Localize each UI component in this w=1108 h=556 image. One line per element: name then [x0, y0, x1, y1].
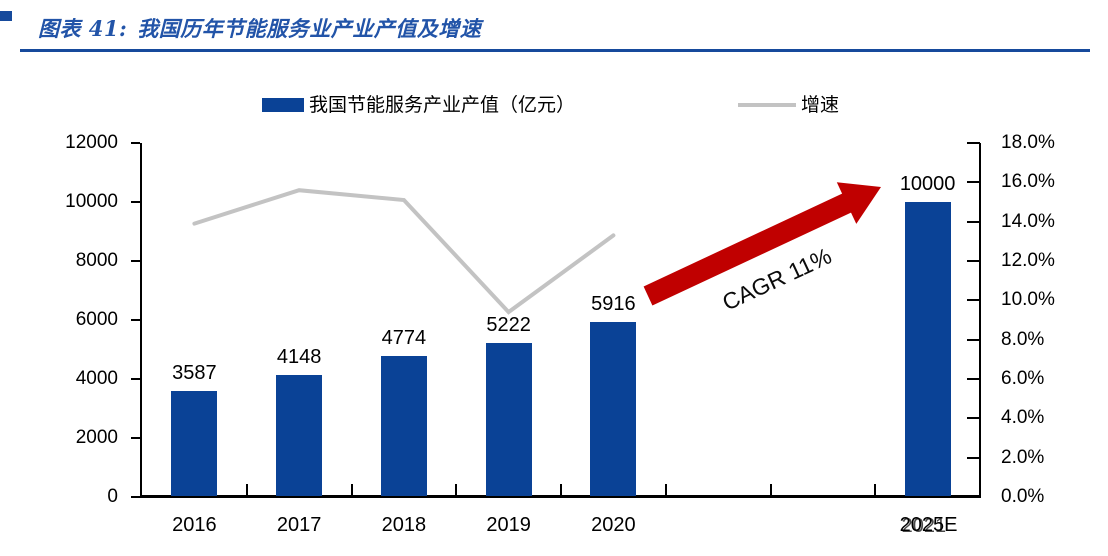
y-right-tick: [967, 142, 980, 144]
x-axis-tick: [874, 484, 877, 496]
x-label-2017: 2017: [276, 514, 322, 536]
corner-mark: [0, 11, 12, 21]
x-label-2020: 2020: [591, 514, 636, 536]
legend-line-label: 增速: [801, 95, 840, 116]
x-axis-tick: [350, 484, 353, 496]
y-left-label: 0: [107, 486, 118, 507]
x-label-2018: 2018: [381, 514, 427, 536]
y-left-label: 8000: [75, 250, 118, 271]
bar-value-label-2016: 3587: [172, 362, 217, 385]
bar-2017: [276, 374, 323, 496]
x-label-2016: 2016: [172, 514, 217, 536]
y-right-label: 0.0%: [1001, 486, 1045, 507]
y-left-label: 12000: [65, 132, 118, 153]
y-right-tick: [967, 260, 980, 262]
y-left-label: 2000: [75, 427, 118, 448]
x-axis-tick: [769, 484, 772, 496]
y-right-tick: [967, 378, 980, 380]
bar-value-label-2025E: 10000: [899, 173, 956, 195]
y-right-label: 18.0%: [1001, 132, 1055, 153]
legend-line-swatch-icon: [738, 103, 796, 107]
y-left-tick: [131, 378, 140, 380]
y-right-label: 10.0%: [1001, 289, 1055, 311]
x-axis-tick: [560, 484, 562, 496]
y-right-label: 12.0%: [1001, 250, 1055, 271]
growth-rate-line: [192, 188, 616, 315]
y-left-tick: [131, 496, 140, 498]
chart-legend: 我国节能服务产业产值（亿元） 增速: [0, 90, 1108, 118]
bar-2019: [485, 342, 532, 496]
y-right-tick: [967, 181, 980, 184]
y-right-tick: [967, 417, 980, 420]
y-right-tick: [967, 220, 980, 223]
y-left-tick: [131, 201, 140, 203]
y-right-tick: [967, 338, 980, 341]
bar-2016: [171, 391, 218, 496]
y-axis-right: [979, 143, 981, 497]
y-right-tick: [967, 496, 980, 498]
cagr-annotation: CAGR 11%: [718, 242, 836, 316]
y-right-label: 4.0%: [1001, 407, 1045, 429]
legend-bar-label: 我国节能服务产业产值（亿元）: [309, 95, 576, 116]
y-left-tick: [131, 260, 140, 262]
y-right-label: 2.0%: [1001, 446, 1045, 468]
y-left-label: 10000: [65, 191, 118, 212]
x-axis: [140, 495, 981, 498]
y-axis-left: [140, 143, 142, 497]
y-right-label: 6.0%: [1001, 368, 1045, 389]
y-left-tick: [131, 319, 140, 321]
x-axis-tick: [664, 484, 667, 496]
y-right-tick: [967, 456, 980, 459]
x-label-main: 2025E: [899, 514, 958, 536]
bar-2025E: [904, 202, 951, 496]
y-left-tick: [131, 437, 140, 439]
y-left-label: 6000: [75, 309, 118, 330]
bar-2018: [380, 356, 427, 496]
bar-value-label-2020: 5916: [591, 293, 636, 316]
figure-title-text: 我国历年节能服务业产业产值及增速: [137, 16, 482, 41]
title-divider: [20, 49, 1090, 52]
y-left-tick: [131, 142, 140, 144]
figure-title: 图表 41: 我国历年节能服务业产业产值及增速: [38, 13, 481, 43]
bar-value-label-2019: 5222: [486, 313, 531, 336]
y-left-label: 4000: [75, 368, 118, 389]
y-right-label: 14.0%: [1001, 210, 1055, 232]
y-right-tick: [967, 299, 980, 302]
bar-value-label-2017: 4148: [276, 345, 322, 368]
bar-2020: [590, 322, 637, 496]
x-axis-tick: [455, 484, 458, 496]
x-label-2019: 2019: [486, 514, 531, 536]
bar-value-label-2018: 4774: [381, 327, 427, 350]
figure-label: 图表 41:: [38, 16, 128, 41]
x-axis-tick: [245, 484, 248, 496]
y-right-label: 16.0%: [1001, 171, 1055, 193]
y-right-label: 8.0%: [1001, 328, 1045, 350]
legend-bar-swatch-icon: [262, 98, 304, 112]
x-label-ghost: 2021: [901, 515, 947, 537]
x-label-2025E: 2021 2025E: [868, 514, 988, 538]
